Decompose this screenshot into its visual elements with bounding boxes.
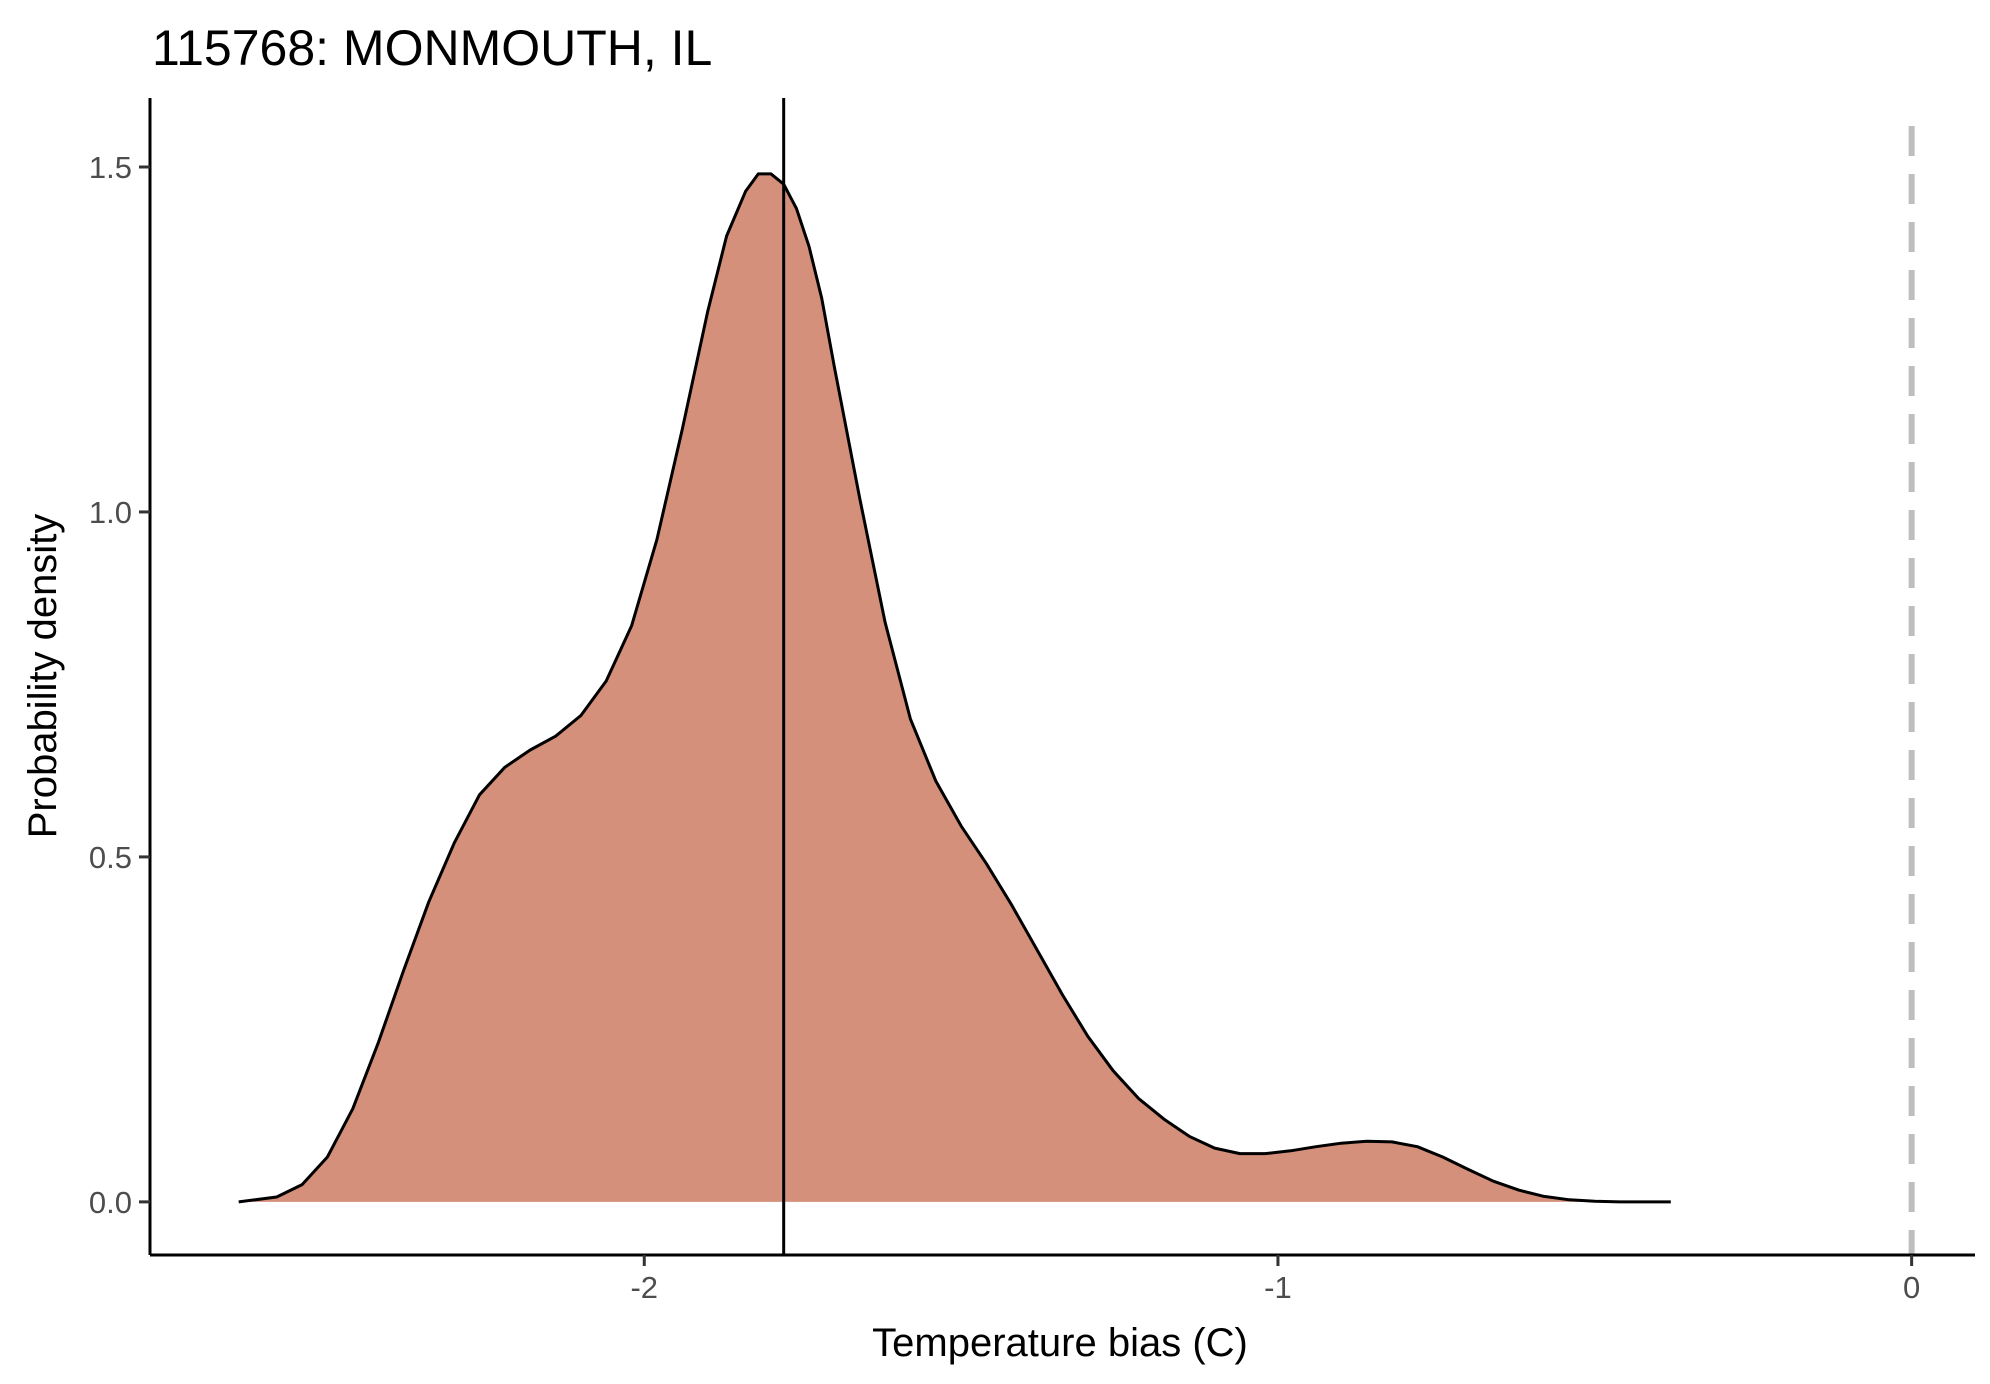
- y-tick-label: 1.5: [89, 150, 132, 185]
- x-tick-label: -2: [630, 1270, 658, 1305]
- density-line-0: [238, 172, 1671, 1204]
- x-axis-title: Temperature bias (C): [872, 1321, 1248, 1365]
- y-tick-label: 1.0: [89, 495, 132, 530]
- y-axis-title: Probability density: [21, 514, 65, 839]
- y-tick-label: 0.5: [89, 840, 132, 875]
- x-tick-label: -1: [1264, 1270, 1292, 1305]
- x-tick-label: 0: [1903, 1270, 1920, 1305]
- axes: -2 -1 0 0.0 0.5 1.0 1.5: [89, 98, 1975, 1305]
- y-tick-label: 0.0: [89, 1185, 132, 1220]
- density-area-0: [238, 173, 1671, 1202]
- plot-area: [238, 98, 1915, 1255]
- chart-title: 115768: MONMOUTH, IL: [152, 20, 712, 76]
